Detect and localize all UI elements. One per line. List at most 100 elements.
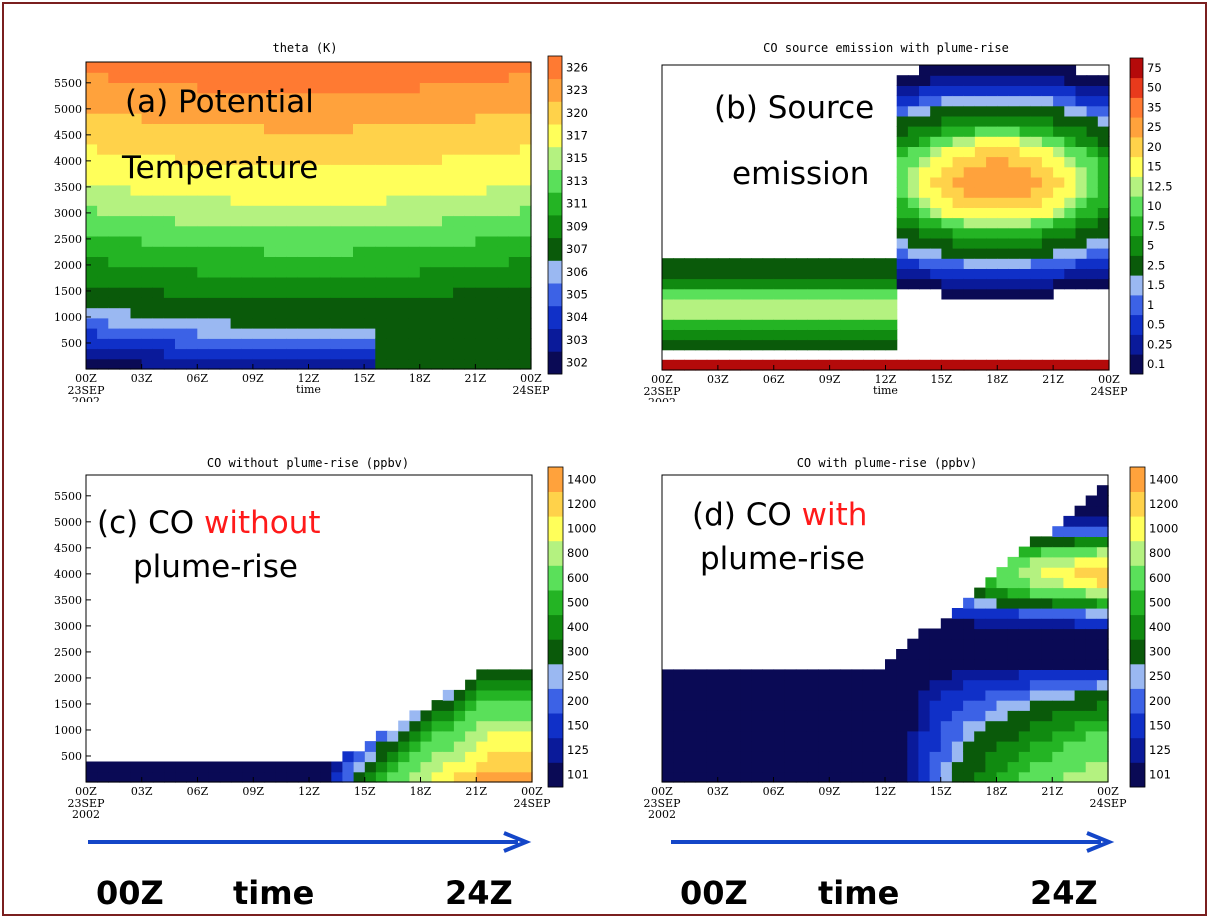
contour-cell xyxy=(519,328,532,339)
contour-cell xyxy=(175,358,187,370)
contour-cell xyxy=(386,154,399,165)
contour-cell xyxy=(706,268,719,280)
contour-cell xyxy=(264,195,276,206)
contour-cell xyxy=(762,679,775,691)
contour-cell xyxy=(208,195,221,206)
contour-cell xyxy=(996,751,1009,763)
contour-cell xyxy=(364,307,376,319)
contour-cell xyxy=(1019,217,1032,229)
contour-cell xyxy=(963,258,976,269)
contour-cell xyxy=(230,276,243,288)
contour-cell xyxy=(487,761,500,773)
contour-cell xyxy=(464,256,476,268)
contour-cell xyxy=(486,317,499,329)
contour-cell xyxy=(175,184,187,196)
contour-cell xyxy=(695,339,708,351)
contour-cell xyxy=(963,136,976,147)
contour-cell xyxy=(751,268,764,280)
contour-cell xyxy=(163,246,176,257)
contour-cell xyxy=(996,608,1009,619)
contour-cell xyxy=(952,217,965,229)
contour-cell xyxy=(197,256,209,268)
x-tick-label: 15Z xyxy=(354,785,376,798)
contour-cell xyxy=(175,328,187,339)
contour-cell xyxy=(695,359,708,371)
contour-cell xyxy=(1096,730,1109,742)
x-tick-label: 03Z xyxy=(707,785,729,798)
contour-cell xyxy=(695,700,708,711)
colorbar-label: 12.5 xyxy=(1147,179,1173,193)
contour-cell xyxy=(919,75,931,86)
contour-cell xyxy=(695,669,708,681)
contour-cell xyxy=(1029,659,1042,670)
contour-cell xyxy=(408,225,421,237)
x-tick-label: 09Z xyxy=(818,785,840,798)
contour-cell xyxy=(408,154,421,165)
contour-cell xyxy=(497,225,510,237)
contour-cell xyxy=(1097,146,1110,158)
contour-cell xyxy=(509,771,522,783)
contour-cell xyxy=(1018,741,1031,752)
contour-cell xyxy=(408,307,421,319)
contour-cell xyxy=(1074,689,1087,701)
contour-cell xyxy=(1053,248,1065,259)
contour-cell xyxy=(509,730,522,742)
contour-cell xyxy=(464,113,476,124)
contour-cell xyxy=(330,276,343,288)
contour-cell xyxy=(386,164,399,176)
contour-cell xyxy=(1097,187,1110,198)
contour-cell xyxy=(319,225,332,237)
contour-cell xyxy=(1008,166,1021,178)
contour-cell xyxy=(197,143,209,155)
colorbar-swatch xyxy=(548,762,563,788)
contour-cell xyxy=(918,649,931,660)
contour-cell xyxy=(397,256,410,268)
contour-cell xyxy=(175,246,187,257)
contour-cell xyxy=(952,237,965,249)
contour-cell xyxy=(695,278,708,290)
contour-cell xyxy=(1007,720,1020,732)
contour-cell xyxy=(464,297,476,309)
contour-cell xyxy=(740,319,752,330)
contour-cell xyxy=(885,319,898,330)
contour-cell xyxy=(974,649,986,660)
contour-cell xyxy=(1096,505,1109,517)
contour-cell xyxy=(464,102,476,114)
contour-cell xyxy=(108,317,120,329)
contour-cell xyxy=(963,359,976,371)
contour-cell xyxy=(497,266,510,278)
contour-cell xyxy=(86,174,98,186)
colorbar-swatch xyxy=(548,237,562,261)
contour-cell xyxy=(907,268,920,280)
contour-cell xyxy=(1018,608,1031,619)
contour-cell xyxy=(1030,176,1043,188)
contour-cell xyxy=(706,329,719,341)
x-tick-label: 00Z xyxy=(75,372,97,385)
contour-cell xyxy=(141,92,154,104)
contour-cell xyxy=(252,92,265,104)
contour-cell xyxy=(108,205,120,217)
contour-cell xyxy=(1041,227,1054,239)
contour-cell xyxy=(662,751,674,763)
contour-cell xyxy=(508,317,521,329)
colorbar-swatch xyxy=(548,590,563,616)
contour-cell xyxy=(1007,659,1020,670)
colorbar-label: 1 xyxy=(1147,298,1154,312)
contour-cell xyxy=(275,236,287,247)
contour-cell xyxy=(330,317,343,329)
contour-cell xyxy=(508,102,521,114)
contour-cell xyxy=(430,317,443,329)
contour-cell xyxy=(319,358,332,370)
contour-cell xyxy=(275,123,287,135)
contour-cell xyxy=(840,278,853,290)
contour-cell xyxy=(1063,597,1076,609)
contour-cell xyxy=(952,227,965,239)
contour-cell xyxy=(297,123,310,135)
contour-cell xyxy=(1086,278,1099,290)
contour-cell xyxy=(486,102,499,114)
contour-cell xyxy=(1018,730,1031,742)
contour-cell xyxy=(319,205,332,217)
contour-cell xyxy=(152,72,165,83)
contour-cell xyxy=(497,358,510,370)
contour-cell xyxy=(1041,751,1053,763)
